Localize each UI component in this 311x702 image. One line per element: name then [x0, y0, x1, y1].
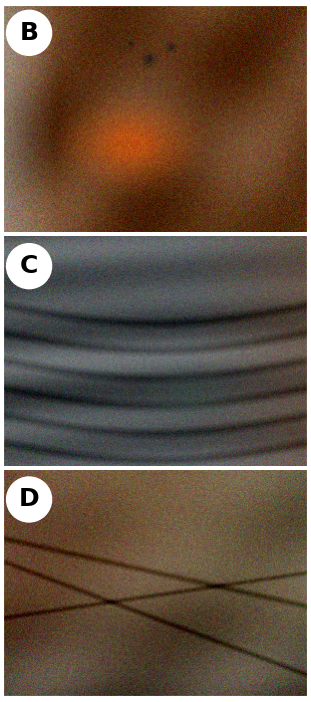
Ellipse shape — [7, 244, 52, 289]
Text: C: C — [20, 254, 38, 278]
Ellipse shape — [7, 477, 52, 522]
Ellipse shape — [7, 11, 52, 55]
Text: D: D — [19, 487, 39, 512]
Text: B: B — [20, 21, 39, 45]
